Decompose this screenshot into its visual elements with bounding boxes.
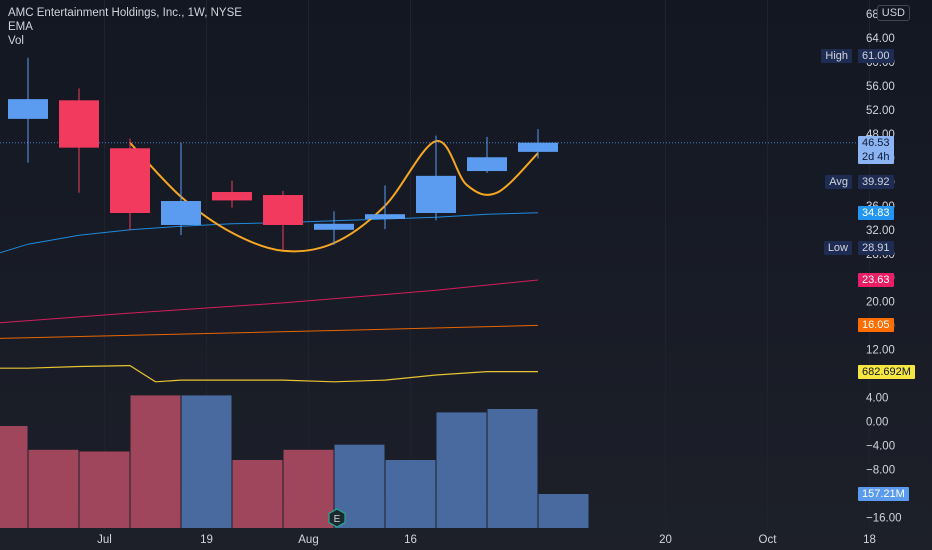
axis-label-vol: 157.21M: [858, 487, 909, 501]
axis-label-low: 28.91: [858, 241, 894, 256]
time-tick-label: Jul: [97, 534, 112, 546]
candle-body: [314, 223, 354, 230]
volume-bar: [538, 494, 589, 528]
earnings-marker-shape: [328, 508, 346, 528]
axis-label-low-value: 28.91: [862, 242, 890, 255]
candle-body: [263, 195, 303, 225]
candle: [8, 57, 48, 163]
time-tick-label: 20: [659, 534, 672, 546]
candle-body: [365, 214, 405, 219]
volume-bar: [487, 409, 538, 528]
volume-bar: [181, 395, 232, 528]
time-tick-label: 16: [404, 534, 417, 546]
price-tick-label: 52.00: [866, 105, 895, 117]
price-tick-label: −8.00: [866, 465, 895, 477]
ema-line-3: [0, 324, 539, 339]
axis-label-avg-name: Avg: [825, 175, 852, 190]
chart-legend: AMC Entertainment Holdings, Inc., 1W, NY…: [8, 6, 242, 48]
candle: [416, 135, 456, 221]
axis-label-high-value: 61.00: [862, 50, 890, 62]
axis-label-last: 46.53 2d 4h: [858, 135, 894, 164]
volume-ma-line: [0, 364, 538, 383]
indicator-vol[interactable]: Vol: [8, 35, 24, 47]
price-tick-label: 4.00: [866, 393, 888, 405]
axis-label-volma-value: 682.692M: [862, 365, 911, 378]
earnings-marker-letter: E: [334, 514, 341, 525]
ema-line-1: [0, 212, 539, 254]
volume-bar: [28, 449, 79, 528]
price-tick-label: 0.00: [866, 417, 888, 429]
axis-label-last-value: 46.53: [862, 136, 890, 149]
axis-label-ema2: 23.63: [858, 273, 894, 287]
time-tick-label: Aug: [298, 534, 318, 546]
price-tick-label: −16.00: [866, 512, 902, 524]
currency-button[interactable]: USD: [876, 5, 910, 21]
volume-bar: [436, 412, 487, 528]
candle-body: [59, 100, 99, 148]
symbol-title[interactable]: AMC Entertainment Holdings, Inc., 1W, NY…: [8, 7, 242, 19]
cup-handle-curve: [129, 140, 539, 253]
axis-label-ema1: 34.83: [858, 205, 894, 220]
price-tick-label: 20.00: [866, 297, 895, 309]
volume-bar: [232, 460, 283, 528]
axis-label-vol-value: 157.21M: [862, 488, 905, 500]
axis-label-avg: 39.92: [858, 175, 894, 190]
volume-bar: [283, 449, 334, 528]
candle: [263, 190, 303, 250]
indicator-ema[interactable]: EMA: [8, 21, 33, 33]
candle-body: [212, 192, 252, 201]
axis-label-high: 61.00: [858, 49, 894, 63]
price-tick-label: 56.00: [866, 81, 895, 93]
volume-bar: [385, 460, 436, 528]
candle: [212, 180, 252, 208]
volume-bar: [79, 451, 130, 528]
candle: [518, 129, 558, 159]
price-tick-label: 32.00: [866, 225, 895, 237]
price-tick-label: 64.00: [866, 33, 895, 45]
time-tick-label: 18: [863, 534, 876, 546]
candle-body: [416, 175, 456, 214]
axis-label-ema3-value: 16.05: [862, 319, 890, 332]
volume-bar: [130, 395, 181, 528]
axis-label-high-name: High: [821, 49, 852, 63]
axis-label-low-name: Low: [823, 241, 852, 256]
axis-label-avg-value: 39.92: [862, 176, 890, 189]
candle: [59, 88, 99, 193]
candle-body: [8, 99, 48, 119]
candle-body: [518, 142, 558, 152]
time-tick-label: Oct: [759, 534, 778, 546]
axis-label-last-countdown: 2d 4h: [862, 150, 890, 163]
price-tick-label: 12.00: [866, 345, 895, 357]
candle: [161, 142, 201, 236]
time-tick-label: 19: [200, 534, 213, 546]
price-tick-label: −4.00: [866, 441, 895, 453]
candle-body: [467, 157, 507, 172]
candle: [314, 211, 354, 245]
axis-label-ema2-value: 23.63: [862, 274, 890, 286]
axis-label-volma: 682.692M: [858, 364, 915, 379]
candle: [110, 138, 150, 231]
axis-label-ema3: 16.05: [858, 318, 894, 333]
ema-line-2: [0, 279, 539, 324]
earnings-icon: E: [328, 508, 346, 528]
volume-bar: [0, 426, 28, 528]
candle-body: [161, 201, 201, 225]
candle: [365, 185, 405, 230]
candle: [467, 136, 507, 173]
axis-label-ema1-value: 34.83: [862, 206, 890, 219]
candle-body: [110, 148, 150, 214]
